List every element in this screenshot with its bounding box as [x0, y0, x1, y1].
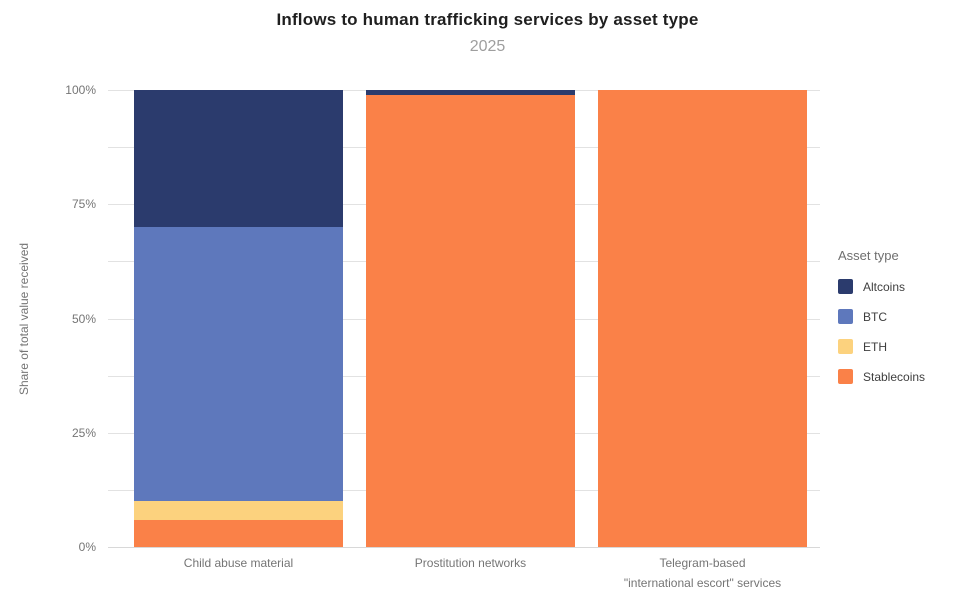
- legend-label: Altcoins: [863, 279, 906, 294]
- y-tick-label-text: 50%: [71, 311, 96, 326]
- legend-label: ETH: [863, 339, 887, 354]
- legend-swatch: [838, 339, 853, 354]
- bar-segment: [134, 227, 343, 502]
- legend-label: Stablecoins: [863, 369, 926, 384]
- y-tick-label-text: 25%: [71, 425, 96, 440]
- chart-title: Inflows to human trafficking services by…: [276, 10, 699, 29]
- bar-segment: [366, 90, 575, 95]
- y-tick-label: 25%: [0, 425, 96, 440]
- bar-segment: [598, 90, 807, 547]
- x-category-label-line: Telegram-based: [659, 556, 746, 570]
- legend-item: Stablecoins: [838, 369, 925, 384]
- legend-item: Altcoins: [838, 279, 925, 294]
- bar-segment: [366, 94, 575, 547]
- gridline: [108, 547, 820, 548]
- legend-swatch: [838, 309, 853, 324]
- x-category-label: Prostitution networks: [341, 553, 601, 573]
- x-category-label: Telegram-based "international escort" ser…: [573, 553, 833, 593]
- y-tick-label-text: 0%: [78, 540, 96, 554]
- legend-items: Altcoins BTC ETH Stablecoins: [838, 279, 925, 384]
- y-tick-label: 50%: [0, 311, 96, 326]
- y-tick-label-text: 100%: [65, 83, 96, 97]
- x-category-label-line: Prostitution networks: [414, 556, 527, 570]
- legend: Asset type Altcoins BTC ETH Stablecoins: [838, 248, 925, 399]
- legend-label: BTC: [863, 309, 887, 324]
- bar-segment: [134, 519, 343, 547]
- y-tick-label: 75%: [0, 197, 96, 212]
- legend-item: ETH: [838, 339, 925, 354]
- bar-segment: [134, 90, 343, 228]
- legend-swatch: [838, 279, 853, 294]
- legend-title: Asset type: [838, 248, 899, 263]
- bar-segment: [134, 501, 343, 520]
- chart-subtitle: 2025: [469, 38, 506, 55]
- legend-swatch: [838, 369, 853, 384]
- y-tick-label-text: 75%: [71, 197, 96, 212]
- plot-area: [108, 90, 820, 548]
- x-category-label-line: Child abuse material: [183, 556, 294, 570]
- bar: [598, 90, 807, 547]
- y-tick-label: 0%: [0, 540, 96, 554]
- bar: [134, 90, 343, 547]
- legend-item: BTC: [838, 309, 925, 324]
- bar: [366, 90, 575, 547]
- y-tick-label: 100%: [0, 83, 96, 97]
- x-category-label-line: "international escort" services: [623, 576, 782, 590]
- x-category-label: Child abuse material: [109, 553, 369, 573]
